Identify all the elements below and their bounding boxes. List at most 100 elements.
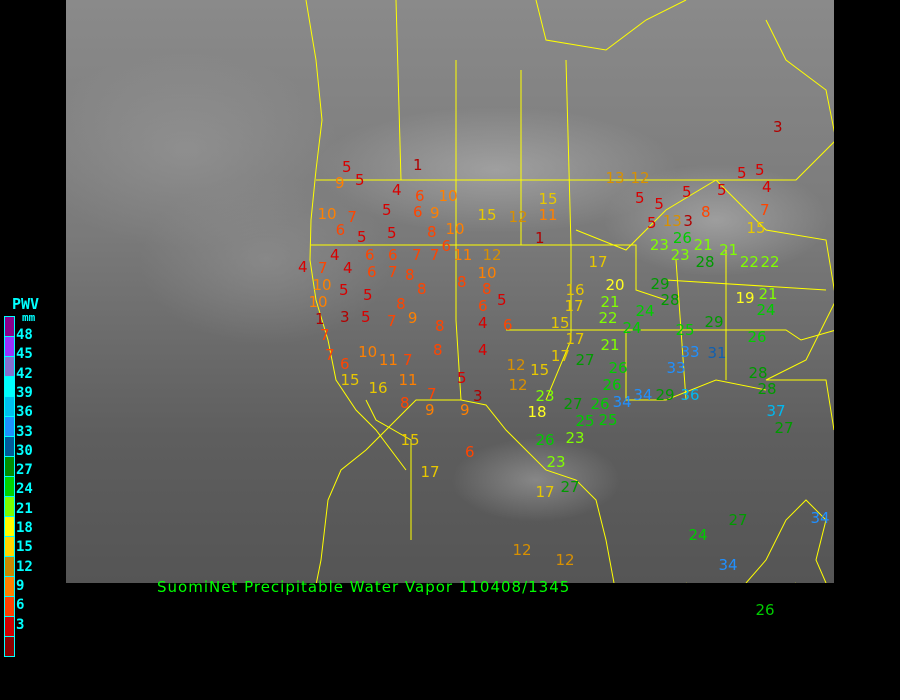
station-pwv-value: 15 bbox=[400, 430, 420, 449]
station-pwv-value: 12 bbox=[508, 207, 528, 226]
station-pwv-value: 4 bbox=[478, 313, 488, 332]
station-pwv-value: 15 bbox=[746, 218, 766, 237]
legend-tick-label: 18 bbox=[16, 520, 33, 536]
station-pwv-value: 17 bbox=[564, 297, 584, 316]
station-pwv-value: 7 bbox=[429, 245, 440, 264]
legend-tick-label: 24 bbox=[16, 481, 33, 498]
station-pwv-value: 26 bbox=[747, 327, 767, 346]
station-pwv-value: 9 bbox=[430, 203, 440, 222]
boundary-line bbox=[545, 59, 572, 401]
station-pwv-value: 5 bbox=[342, 157, 352, 176]
boundary-line bbox=[311, 244, 667, 301]
station-pwv-value: 27 bbox=[774, 418, 794, 437]
station-pwv-value: 7 bbox=[427, 384, 437, 403]
station-pwv-value: 3 bbox=[340, 307, 350, 326]
legend-swatch bbox=[4, 316, 15, 336]
legend-swatch bbox=[4, 416, 15, 436]
boundary-line bbox=[745, 499, 827, 583]
boundary-line bbox=[365, 399, 412, 540]
station-pwv-value: 5 bbox=[682, 182, 692, 201]
legend-tick-label: 3 bbox=[16, 616, 25, 633]
legend-swatch bbox=[4, 356, 15, 376]
station-pwv-value: 6 bbox=[441, 236, 452, 255]
station-pwv-value: 15 bbox=[538, 189, 558, 208]
boundary-line bbox=[455, 60, 462, 401]
station-pwv-value: 7 bbox=[760, 200, 770, 219]
station-pwv-value: 28 bbox=[757, 380, 777, 399]
station-pwv-value: 5 bbox=[717, 180, 727, 199]
station-pwv-value: 28 bbox=[660, 291, 680, 310]
legend-tick-label: 36 bbox=[16, 404, 33, 421]
station-pwv-value: 26 bbox=[608, 358, 628, 377]
station-pwv-value: 4 bbox=[762, 177, 772, 196]
station-pwv-value: 33 bbox=[680, 342, 700, 361]
station-pwv-value: 12 bbox=[506, 355, 526, 374]
station-pwv-value: 1 bbox=[413, 155, 423, 174]
station-pwv-value: 27 bbox=[560, 477, 580, 496]
station-pwv-value: 8 bbox=[701, 202, 711, 221]
station-pwv-value: 25 bbox=[598, 411, 618, 430]
station-pwv-value: 6 bbox=[465, 442, 475, 461]
station-pwv-value: 23 bbox=[649, 235, 669, 254]
legend-swatch bbox=[4, 636, 15, 657]
station-pwv-value: 26 bbox=[672, 228, 692, 247]
boundary-line bbox=[395, 0, 402, 181]
station-pwv-value: 4 bbox=[478, 340, 488, 359]
station-pwv-value: 12 bbox=[508, 375, 528, 394]
station-pwv-value: 13 bbox=[605, 168, 625, 187]
station-pwv-value: 5 bbox=[361, 307, 371, 326]
station-pwv-value: 34 bbox=[633, 385, 653, 404]
legend-tick-label: 9 bbox=[16, 577, 25, 594]
station-pwv-value: 15 bbox=[550, 313, 570, 332]
station-pwv-value: 23 bbox=[546, 452, 566, 471]
station-pwv-value: 5 bbox=[339, 280, 349, 299]
station-pwv-value: 1 bbox=[535, 228, 545, 247]
station-pwv-value: 29 bbox=[650, 274, 670, 293]
legend-tick-label: 15 bbox=[16, 539, 33, 556]
boundary-line bbox=[535, 0, 687, 51]
station-pwv-value: 7 bbox=[325, 345, 335, 364]
legend-swatch bbox=[4, 456, 15, 476]
legend-tick-label: 33 bbox=[16, 423, 33, 440]
legend-swatch bbox=[4, 596, 15, 616]
station-pwv-value: 7 bbox=[412, 245, 422, 264]
station-pwv-value: 24 bbox=[622, 318, 642, 337]
station-pwv-value: 5 bbox=[647, 213, 657, 232]
station-pwv-value: 13 bbox=[662, 212, 682, 230]
station-pwv-value: 25 bbox=[675, 320, 695, 339]
station-pwv-value: 5 bbox=[755, 161, 765, 180]
station-pwv-value: 6 bbox=[415, 186, 425, 205]
station-pwv-value: 6 bbox=[503, 315, 513, 334]
station-pwv-value: 7 bbox=[388, 262, 398, 281]
station-pwv-value: 12 bbox=[482, 245, 502, 264]
boundary-line bbox=[625, 330, 767, 401]
station-pwv-value: 17 bbox=[535, 482, 555, 501]
station-pwv-value: 21 bbox=[693, 235, 713, 254]
station-pwv-value: 22 bbox=[760, 252, 780, 271]
station-pwv-value: 1 bbox=[315, 309, 325, 328]
station-pwv-value: 5 bbox=[737, 163, 747, 182]
station-pwv-value: 10 bbox=[358, 342, 378, 361]
boundary-line bbox=[316, 19, 834, 181]
station-pwv-value: 28 bbox=[695, 252, 715, 271]
color-legend bbox=[4, 316, 15, 657]
station-pwv-value: 16 bbox=[565, 280, 585, 299]
station-pwv-value: 9 bbox=[407, 308, 418, 327]
station-pwv-value: 6 bbox=[413, 203, 423, 222]
station-pwv-value: 10 bbox=[308, 292, 328, 311]
station-pwv-value: 4 bbox=[343, 258, 353, 277]
station-pwv-value: 12 bbox=[555, 550, 575, 569]
station-pwv-value: 19 bbox=[735, 288, 755, 307]
station-pwv-value: 5 bbox=[382, 200, 392, 219]
boundary-line bbox=[575, 179, 834, 431]
political-boundaries bbox=[305, 0, 834, 583]
station-pwv-value: 31 bbox=[707, 343, 727, 362]
station-pwv-value: 27 bbox=[575, 350, 595, 369]
station-pwv-value: 4 bbox=[330, 245, 340, 264]
station-pwv-value: 23 bbox=[535, 386, 555, 405]
station-pwv-value: 7 bbox=[347, 207, 357, 226]
boundary-line bbox=[315, 399, 615, 583]
legend-swatch bbox=[4, 336, 15, 356]
station-pwv-value: 8 bbox=[435, 316, 445, 335]
legend-swatch bbox=[4, 496, 15, 516]
